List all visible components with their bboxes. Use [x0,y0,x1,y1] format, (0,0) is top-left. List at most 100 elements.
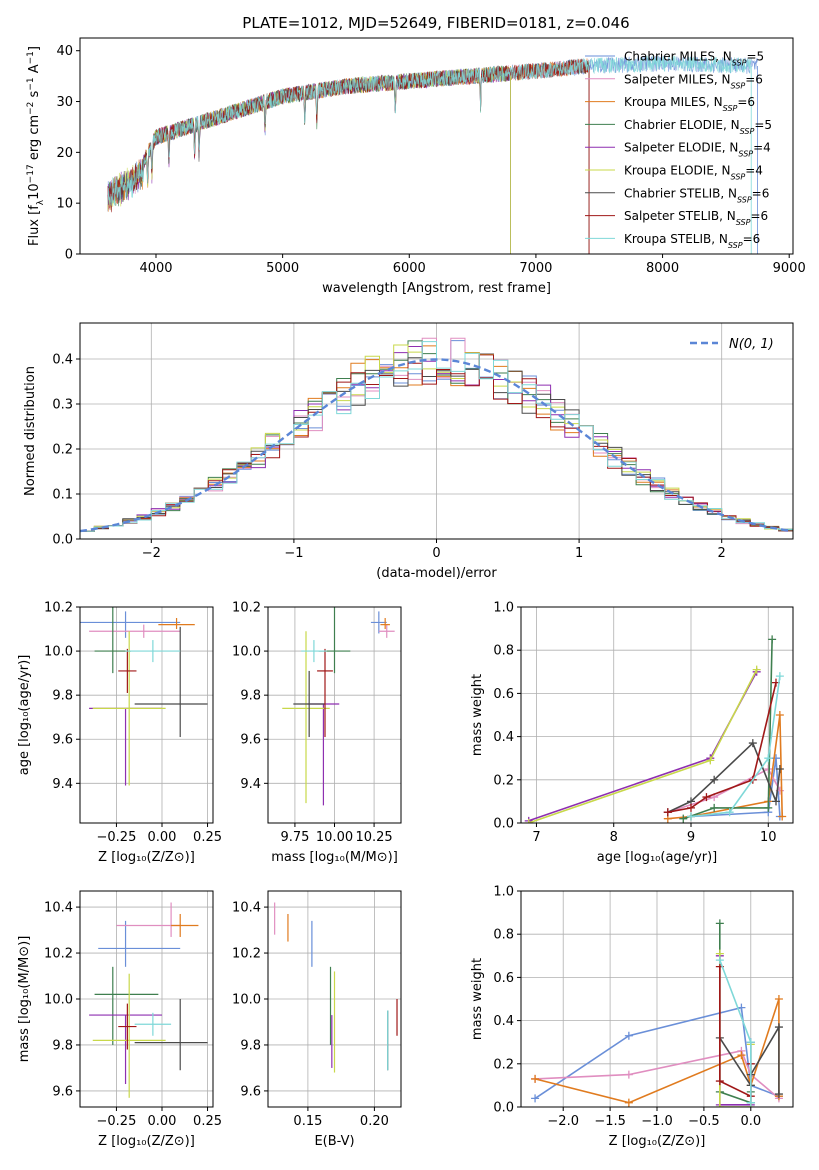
errorbar-1 [116,902,181,937]
x-tick-label: 10.25 [355,830,392,845]
y-tick-label: 0.0 [493,817,514,832]
y-tick-label: 0.2 [493,1057,514,1072]
errorbar-1 [378,624,395,638]
panel-residuals: −2 −1 0 1 2 0.0 0.1 0.2 0.3 0.4 (data-model)/error… [23,322,794,581]
mass-weight-marker [764,765,773,773]
mass-weight-marker [725,808,734,817]
mass-weight-marker [737,1051,746,1060]
y-tick-label: 0 [65,248,73,263]
y-tick-label: 9.6 [240,1084,261,1099]
mass-weight-line-4 [528,671,758,822]
mass-weight-marker [715,1077,724,1086]
y-tick-label: 9.4 [240,777,261,792]
y-tick-label: 9.8 [52,1038,73,1053]
mass-weight-marker [748,739,757,748]
y-axis-label: Normed distribution [23,366,38,496]
y-tick-label: 10.0 [232,645,261,660]
y-tick-label: 9.8 [240,689,261,704]
mass-weight-marker [775,765,784,773]
legend-label: Chabrier MILES, NSSP=5 [624,50,764,68]
y-axis-label: mass [log₁₀(M/M⊙)] [17,936,32,1063]
y-tick-label: 0.6 [493,971,514,986]
errorbar-6 [134,999,208,1071]
errorbar-7 [118,648,137,693]
y-tick-label: 9.4 [52,777,73,792]
spectrum-line-8 [107,55,752,206]
errorbar-8 [134,1012,172,1036]
mass-weight-marker [778,812,787,821]
mass-weight-marker [702,793,711,802]
panel-mass-vs-Z: −0.25 0.00 0.25 9.6 9.8 10.0 10.2 10.4 Z [log₁₀(… [17,890,222,1149]
panel-spectrum: 4000 5000 6000 7000 8000 9000 0 10 20 30 40 wavelen… [26,37,806,296]
mass-weight-marker [752,665,761,674]
axes-frame [79,37,794,255]
x-tick-label: 0.20 [360,1114,389,1129]
mass-weight-line-8 [719,959,752,1103]
mass-weight-marker [524,819,533,823]
plot-area [531,919,783,1107]
x-tick-label: 0.15 [293,1114,322,1129]
y-tick-label: 10.2 [44,947,73,962]
y-tick-label: 10.4 [44,901,73,916]
errorbar-2 [171,913,199,937]
y-tick-label: 9.8 [52,689,73,704]
legend-label: Salpeter ELODIE, NSSP=4 [624,141,771,159]
mass-weight-marker [624,1070,633,1079]
y-tick-label: 20 [56,146,73,161]
mass-weight-marker [764,754,773,763]
y-tick-label: 10.4 [232,901,261,916]
errorbar-4 [89,1014,162,1085]
y-tick-label: 0.4 [493,1014,514,1029]
mass-weight-marker [746,1098,755,1107]
legend-label: Chabrier ELODIE, NSSP=5 [624,118,772,136]
x-tick-label: 0.0 [740,1114,761,1129]
x-tick-label: 0.25 [193,830,222,845]
errorbar-8 [301,640,327,663]
mass-weight-marker [715,956,724,965]
y-tick-label: 10 [56,197,73,212]
y-tick-label: 0.8 [493,644,514,659]
legend-spectrum: Chabrier MILES, NSSP=5 Salpeter MILES, NS… [585,50,772,249]
mass-weight-marker [774,1023,783,1032]
mass-weight-marker [775,711,784,719]
y-tick-label: 30 [56,95,73,110]
x-tick-label: 8000 [646,261,679,276]
errorbar-8 [125,640,181,663]
x-tick-label: 6000 [393,261,426,276]
y-tick-label: 0.0 [493,1101,514,1116]
y-tick-label: 1.0 [493,601,514,616]
legend-label: Kroupa MILES, NSSP=6 [624,95,755,113]
mass-weight-marker [710,775,719,784]
mass-weight-line-6 [667,741,781,813]
x-tick-label: −1.5 [594,1114,626,1129]
errorbar-2 [158,618,195,630]
errorbar-3 [94,607,132,674]
x-tick-label: 9.75 [280,830,309,845]
y-tick-label: 0.0 [52,533,73,548]
mass-weight-marker [531,1094,540,1103]
y-tick-label: 0.3 [52,398,73,413]
plot-area [107,55,758,254]
errorbar-3 [94,966,159,1045]
normal-curve [80,358,791,533]
x-tick-label: 0 [432,546,440,561]
mass-weight-marker [772,797,780,806]
mass-weight-marker [746,1038,755,1047]
errorbar-6 [134,626,208,738]
mass-weight-line-3 [719,923,752,1104]
errorbar-5 [282,631,330,804]
mass-weight-marker [687,812,695,821]
mass-weight-marker [624,1031,633,1040]
errorbar-5 [92,631,166,786]
plot-area [80,337,793,539]
legend-label: Kroupa ELODIE, NSSP=4 [624,164,763,182]
x-tick-label: 9000 [773,261,806,276]
plot-area [89,902,208,1098]
x-tick-label: 7 [532,830,540,845]
panel-mass-weight-vs-age: 7 8 9 10 0.0 0.2 0.4 0.6 0.8 1.0 age [log₁₀(age/yr… [470,601,794,865]
errorbar-3 [318,607,351,674]
y-tick-label: 10.0 [44,993,73,1008]
y-tick-label: 0.1 [52,488,73,503]
y-tick-label: 10.2 [44,601,73,616]
